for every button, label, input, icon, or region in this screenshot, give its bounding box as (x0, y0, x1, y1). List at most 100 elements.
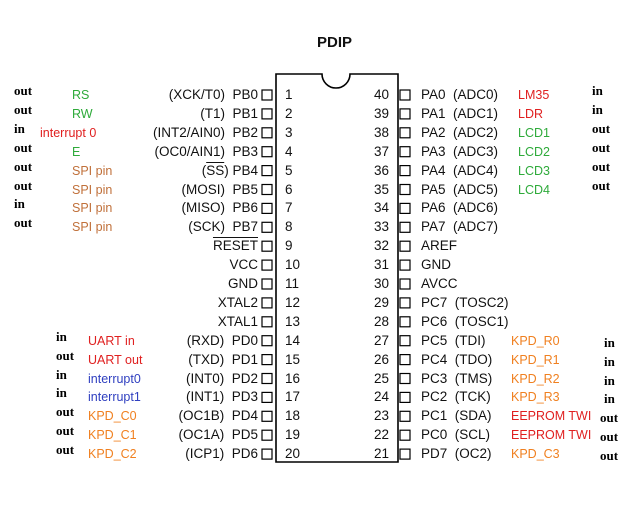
pin-direction: in (56, 328, 67, 344)
pin-name: PC5 (TDI) (421, 332, 486, 348)
pin-name: GND (421, 257, 451, 273)
pin-direction: out (14, 83, 33, 98)
pin-name: PC6 (TOSC1) (421, 313, 509, 329)
pin-name-port: PB4 (232, 162, 258, 178)
pin-annotation: RW (72, 106, 93, 121)
pin-number: 21 (373, 446, 389, 462)
pin-annotation: KPD_C1 (88, 428, 137, 443)
pin-14-box (261, 335, 273, 347)
pin-25-box (399, 372, 411, 385)
pin-number: 15 (285, 351, 301, 367)
pin-direction: in (592, 83, 603, 98)
pin-6-box (261, 183, 273, 196)
pin-direction: out (56, 442, 75, 458)
pin-32-box (399, 240, 411, 252)
pin-3-box (261, 127, 273, 139)
pin-9-box (261, 240, 273, 252)
pin-annotation: EEPROM TWI (511, 409, 592, 424)
pin-name: (OC1B) PD4 (178, 408, 258, 424)
pin-number: 13 (285, 313, 301, 329)
pin-direction: in (592, 101, 603, 117)
pin-name: PD7 (OC2) (421, 446, 492, 462)
pin-7-box (261, 202, 273, 214)
pin-direction: in (14, 196, 25, 212)
pin-27-box (399, 335, 411, 347)
pin-name: PC4 (TDO) (421, 351, 493, 367)
pin-annotation: RS (72, 88, 90, 102)
pin-annotation: KPD_C2 (88, 447, 137, 462)
pin-direction: out (56, 347, 75, 363)
pin-name: (T1) PB1 (200, 105, 258, 121)
pin-name: (MOSI) PB5 (181, 181, 258, 197)
pin-direction: in (56, 366, 67, 382)
pin-name: PC7 (TOSC2) (421, 294, 509, 310)
pin-name: (MISO) PB6 (181, 200, 258, 216)
pin-number: 6 (285, 181, 293, 197)
pin-annotation: KPD_C0 (88, 409, 137, 424)
pin-direction: out (56, 404, 75, 420)
pin-13-box (261, 316, 273, 328)
package-title: PDIP (317, 34, 353, 51)
pin-annotation: SPI pin (72, 201, 113, 216)
pin-26-box (399, 354, 411, 366)
pin-name: (INT1) PD3 (185, 389, 258, 405)
pin-number: 14 (285, 332, 301, 348)
pin-annotation: LDR (518, 106, 544, 121)
pin-number: 32 (373, 238, 389, 254)
pin-34-box (399, 202, 411, 214)
pin-19-box (261, 429, 273, 441)
pin-direction: out (14, 101, 33, 117)
pin-name: (TXD) PD1 (188, 351, 258, 367)
pin-name-suffix: ) (224, 162, 233, 178)
pin-annotation: E (72, 144, 81, 159)
pin-40-box (399, 89, 411, 101)
pin-number: 17 (285, 389, 301, 405)
pin-direction: in (14, 120, 25, 136)
pin-16-box (261, 372, 273, 385)
pin-direction: in (604, 334, 615, 350)
pin-direction: out (592, 158, 611, 174)
pin-annotation: interrupt 0 (40, 125, 97, 140)
pin-name: PC0 (SCL) (421, 427, 491, 443)
pin-name: PC2 (TCK) (421, 389, 491, 405)
pin-number: 3 (285, 124, 293, 140)
pin-number: 40 (373, 87, 389, 102)
pin-22-box (399, 429, 411, 441)
pin-1-box (261, 89, 273, 101)
pin-11-box (261, 278, 273, 290)
pin-38-box (399, 127, 411, 139)
pin-name: XTAL2 (217, 294, 258, 310)
pin-name: (XCK/T0) PB0 (168, 87, 258, 102)
pin-29-box (399, 297, 411, 309)
pin-4-box (261, 146, 273, 158)
pin-number: 19 (285, 427, 301, 443)
pin-number: 12 (285, 294, 301, 310)
pin-annotation: KPD_R2 (511, 371, 560, 386)
pin-name: (OC1A) PD5 (178, 427, 258, 443)
pin-28-box (399, 316, 411, 328)
pin-number: 24 (373, 389, 389, 405)
pin-direction: out (600, 429, 619, 445)
pin-annotation: SPI pin (72, 220, 113, 235)
pin-number: 9 (285, 238, 293, 254)
pin-number: 27 (373, 332, 389, 348)
pin-name: (ICP1) PD6 (185, 446, 258, 462)
pin-annotation: KPD_R1 (511, 352, 560, 367)
pin-annotation: LM35 (518, 88, 550, 102)
pin-name: XTAL1 (217, 313, 258, 329)
pin-35-box (399, 183, 411, 196)
pin-annotation: UART in (88, 333, 135, 348)
pin-number: 36 (373, 162, 389, 178)
pin-number: 35 (373, 181, 389, 197)
pin-17-box (261, 391, 273, 403)
pin-number: 37 (373, 143, 389, 159)
pin-name: (SCK) PB7 (188, 219, 258, 235)
pin-name: AVCC (421, 276, 458, 291)
pin-name-prefix: ( (201, 162, 207, 178)
pin-number: 8 (285, 219, 293, 235)
pin-annotation: KPD_R0 (511, 333, 560, 348)
pin-name: AREF (421, 238, 458, 254)
pin-annotation: LCD1 (518, 125, 550, 140)
